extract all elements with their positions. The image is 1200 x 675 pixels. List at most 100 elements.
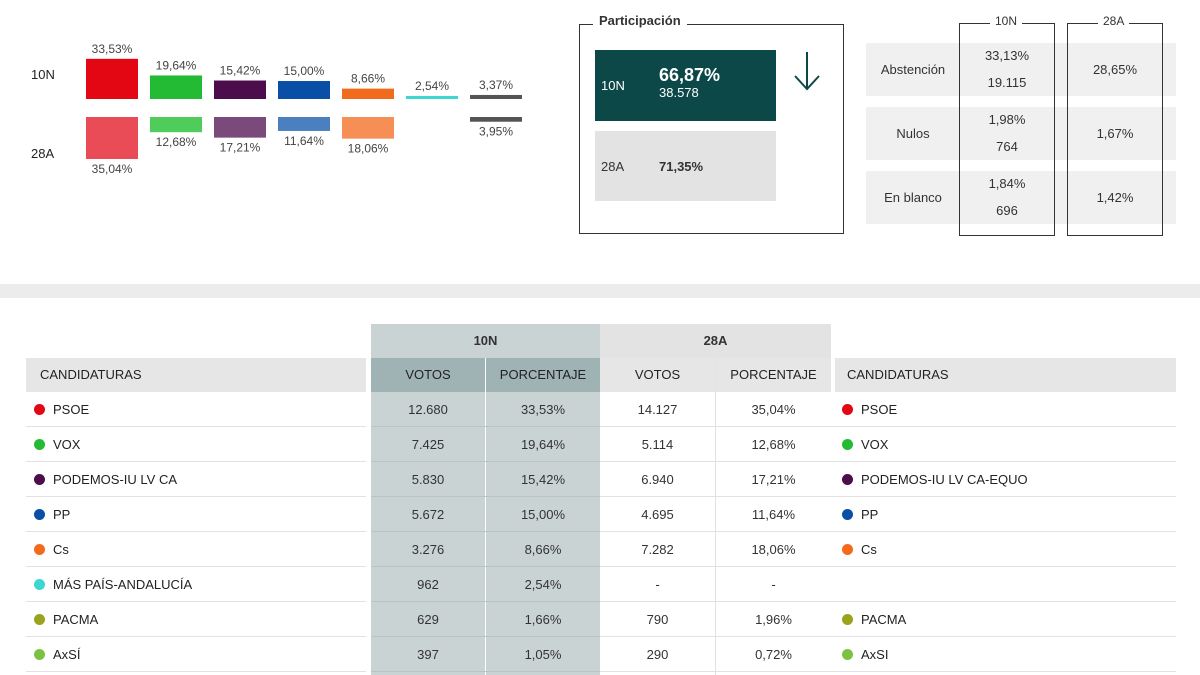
bar-10n-m-s-pa-s-andaluc-a <box>406 95 458 99</box>
party-name: Cs <box>53 542 69 557</box>
row-divider <box>371 566 600 567</box>
bar-28a-podemos-iu-lv-ca <box>214 117 266 138</box>
bar-label-28a-cs: 18,06% <box>348 142 389 156</box>
row-divider <box>600 426 831 427</box>
row-divider <box>831 671 1176 672</box>
participation-box <box>579 24 844 234</box>
cell-votos-10n: 397 <box>417 647 439 662</box>
bar-10n-podemos-iu-lv-ca <box>214 80 266 99</box>
party-name: PP <box>861 507 879 522</box>
bar-10n-psoe <box>86 58 138 99</box>
party-name: VOX <box>53 437 81 452</box>
bar-label-28a-vox: 12,68% <box>156 135 197 149</box>
abstention-col-10n-header: 10N <box>990 14 1023 28</box>
row-divider <box>371 426 600 427</box>
cell-porcentaje-10n: 15,42% <box>520 472 566 487</box>
cell-porcentaje-10n: 1,05% <box>524 647 562 662</box>
cell-porcentaje-28a: 1,96% <box>755 612 792 627</box>
row-divider <box>600 636 831 637</box>
bar-label-10n-pacma: 3,37% <box>479 78 513 92</box>
participation-28a-label: 28A <box>601 159 625 174</box>
bar-label-10n-cs: 8,66% <box>351 72 385 86</box>
row-divider <box>831 461 1176 462</box>
table-row-candidate-28a: PSOE <box>842 392 897 427</box>
table-row-candidate-10n: PP <box>34 497 70 532</box>
abstention-col-10n-frame <box>959 23 1055 236</box>
row-divider <box>600 566 831 567</box>
group-header-28a: 28A <box>703 333 728 348</box>
table-row-candidate-10n: PACMA <box>34 602 98 637</box>
table-row-candidate-10n: AxSÍ <box>34 637 80 672</box>
party-name: PSOE <box>861 402 898 417</box>
results-table: 10N 28A CANDIDATURAS VOTOS PORCENTAJE VOTOS PO… <box>0 298 1200 675</box>
row-divider <box>600 671 831 672</box>
participation-28a-card: 28A 71,35% <box>595 131 776 201</box>
party-name: AxSÍ <box>53 647 81 662</box>
party-color-dot <box>842 509 853 520</box>
party-color-dot <box>34 404 45 415</box>
row-divider <box>26 636 366 637</box>
row-divider <box>26 531 366 532</box>
header-candidaturas-28a: CANDIDATURAS <box>847 367 949 382</box>
cell-votos-28a: 14.127 <box>637 402 678 417</box>
col-bg-28a-head <box>600 324 831 358</box>
row-label-10n: 10N <box>31 67 55 82</box>
row-divider <box>26 496 366 497</box>
row-divider <box>831 636 1176 637</box>
row-label-28a: 28A <box>31 146 54 161</box>
header-votos-28a: VOTOS <box>634 367 681 382</box>
table-row-candidate-10n: VOX <box>34 427 80 462</box>
bar-28a-pacma <box>470 117 522 122</box>
cell-votos-10n: 629 <box>417 612 439 627</box>
abstention-row <box>866 43 1176 96</box>
row-divider <box>26 566 366 567</box>
bar-10n-vox <box>150 75 202 99</box>
bar-label-10n-psoe: 33,53% <box>92 42 133 56</box>
bar-label-10n-vox: 19,64% <box>156 58 197 72</box>
abstention-10n-pct: 1,98% <box>988 112 1026 127</box>
cell-porcentaje-10n: 1,66% <box>524 612 562 627</box>
cell-votos-28a: 290 <box>646 647 669 662</box>
participation-10n-pct: 66,87% <box>659 65 721 85</box>
bar-label-10n-podemos-iu-lv-ca: 15,42% <box>220 64 261 78</box>
row-divider <box>371 636 600 637</box>
row-divider <box>26 601 366 602</box>
header-row-bg <box>26 358 1176 392</box>
cell-porcentaje-10n: 33,53% <box>520 402 566 417</box>
cell-votos-28a: 5.114 <box>641 437 674 452</box>
row-divider <box>371 496 600 497</box>
abstention-28a-pct: 1,67% <box>1096 126 1134 141</box>
party-name: AxSI <box>861 647 889 662</box>
abstention-28a-pct: 28,65% <box>1092 62 1138 77</box>
party-name: PACMA <box>53 612 99 627</box>
party-name: PACMA <box>861 612 907 627</box>
row-divider <box>831 566 1176 567</box>
bar-28a-pp <box>278 117 330 131</box>
cell-porcentaje-10n: 2,54% <box>524 577 562 592</box>
header-porcentaje-28a: PORCENTAJE <box>730 367 817 382</box>
party-name: MÁS PAÍS-ANDALUCÍA <box>53 577 193 592</box>
participation-10n-label: 10N <box>601 78 625 93</box>
cell-porcentaje-28a: 12,68% <box>751 437 796 452</box>
party-color-dot <box>34 649 45 660</box>
cell-porcentaje-28a: - <box>771 577 776 592</box>
party-name: PP <box>53 507 71 522</box>
cell-porcentaje-28a: 18,06% <box>751 542 796 557</box>
bar-label-10n-pp: 15,00% <box>284 64 325 78</box>
participation-10n-count: 38.578 <box>659 85 699 100</box>
abstention-row <box>866 171 1176 224</box>
col-sep-28a <box>715 358 716 675</box>
cell-porcentaje-28a: 11,64% <box>751 507 796 522</box>
abstention-row <box>866 107 1176 160</box>
cell-votos-10n: 3.276 <box>411 542 445 557</box>
abstention-row-label: Nulos <box>896 126 930 141</box>
table-row-candidate-10n: PSOE <box>34 392 89 427</box>
bar-label-10n-m-s-pa-s-andaluc-a: 2,54% <box>415 79 449 93</box>
table-row-candidate-10n: PODEMOS-IU LV CA <box>34 462 177 497</box>
abstention-10n-pct: 33,13% <box>984 48 1030 63</box>
row-divider <box>371 671 600 672</box>
bar-10n-pp <box>278 81 330 99</box>
cell-votos-28a: 6.940 <box>641 472 674 487</box>
party-color-dot <box>842 474 853 485</box>
bar-chart: 10N 28A 33,53% 35,04% 19,64% 12,68% 15,42% 17,2… <box>31 42 522 176</box>
